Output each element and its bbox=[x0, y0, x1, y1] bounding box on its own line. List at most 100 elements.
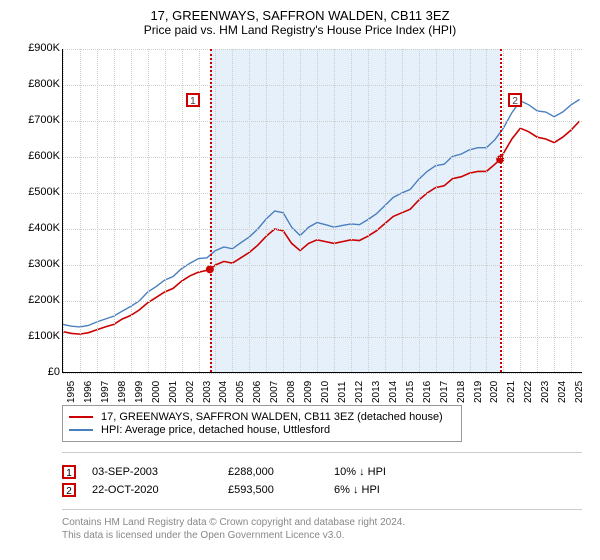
gridline-v bbox=[419, 49, 420, 372]
sale-marker-box: 1 bbox=[186, 93, 200, 107]
x-axis-label: 2016 bbox=[422, 381, 433, 403]
gridline-v bbox=[148, 49, 149, 372]
plot-svg bbox=[63, 49, 583, 373]
x-axis-label: 2019 bbox=[473, 381, 484, 403]
gridline-v bbox=[249, 49, 250, 372]
x-axis-label: 2002 bbox=[185, 381, 196, 403]
sale-date: 22-OCT-2020 bbox=[92, 484, 212, 496]
sale-delta: 10% ↓ HPI bbox=[334, 466, 434, 478]
y-axis-label: £800K bbox=[28, 78, 60, 90]
gridline-v bbox=[453, 49, 454, 372]
legend-row: HPI: Average price, detached house, Uttl… bbox=[69, 424, 455, 436]
y-axis-label: £0 bbox=[48, 366, 60, 378]
gridline-v bbox=[503, 49, 504, 372]
x-axis-label: 2010 bbox=[320, 381, 331, 403]
x-axis-label: 2005 bbox=[235, 381, 246, 403]
sale-marker-line bbox=[210, 49, 212, 372]
gridline-v bbox=[283, 49, 284, 372]
legend-swatch bbox=[69, 416, 93, 418]
gridline-v bbox=[232, 49, 233, 372]
x-axis-label: 2017 bbox=[439, 381, 450, 403]
gridline-v bbox=[571, 49, 572, 372]
y-axis-label: £400K bbox=[28, 222, 60, 234]
y-axis-label: £300K bbox=[28, 258, 60, 270]
gridline-v bbox=[436, 49, 437, 372]
sale-price: £288,000 bbox=[228, 466, 318, 478]
x-axis-label: 1998 bbox=[117, 381, 128, 403]
legend-swatch bbox=[69, 429, 93, 431]
chart-subtitle: Price paid vs. HM Land Registry's House … bbox=[10, 23, 590, 37]
gridline-v bbox=[215, 49, 216, 372]
y-axis-label: £200K bbox=[28, 294, 60, 306]
gridline-h bbox=[63, 373, 582, 374]
x-axis-label: 2013 bbox=[371, 381, 382, 403]
gridline-v bbox=[165, 49, 166, 372]
x-axis-label: 2022 bbox=[523, 381, 534, 403]
x-axis-label: 1996 bbox=[83, 381, 94, 403]
gridline-v bbox=[80, 49, 81, 372]
footer-attribution: Contains HM Land Registry data © Crown c… bbox=[62, 516, 590, 542]
x-axis-label: 2003 bbox=[202, 381, 213, 403]
gridline-v bbox=[182, 49, 183, 372]
x-axis-label: 2014 bbox=[388, 381, 399, 403]
x-axis-label: 2004 bbox=[218, 381, 229, 403]
x-axis-label: 2024 bbox=[557, 381, 568, 403]
chart-title: 17, GREENWAYS, SAFFRON WALDEN, CB11 3EZ bbox=[10, 8, 590, 23]
gridline-v bbox=[554, 49, 555, 372]
legend-label: 17, GREENWAYS, SAFFRON WALDEN, CB11 3EZ … bbox=[101, 411, 443, 423]
gridline-v bbox=[317, 49, 318, 372]
y-axis-label: £500K bbox=[28, 186, 60, 198]
legend-label: HPI: Average price, detached house, Uttl… bbox=[101, 424, 330, 436]
x-axis-label: 2023 bbox=[540, 381, 551, 403]
legend-row: 17, GREENWAYS, SAFFRON WALDEN, CB11 3EZ … bbox=[69, 411, 455, 423]
x-axis-label: 2008 bbox=[286, 381, 297, 403]
gridline-v bbox=[63, 49, 64, 372]
sales-table: 1 03-SEP-2003 £288,000 10% ↓ HPI 2 22-OC… bbox=[62, 452, 582, 510]
sale-marker-line bbox=[500, 49, 502, 372]
plot-area: 12 bbox=[62, 49, 582, 373]
gridline-v bbox=[470, 49, 471, 372]
gridline-v bbox=[114, 49, 115, 372]
x-axis-label: 2018 bbox=[456, 381, 467, 403]
gridline-v bbox=[402, 49, 403, 372]
table-row: 2 22-OCT-2020 £593,500 6% ↓ HPI bbox=[62, 483, 582, 497]
x-axis-label: 2021 bbox=[506, 381, 517, 403]
table-row: 1 03-SEP-2003 £288,000 10% ↓ HPI bbox=[62, 465, 582, 479]
sale-marker-box: 2 bbox=[508, 93, 522, 107]
gridline-v bbox=[486, 49, 487, 372]
footer-line: This data is licensed under the Open Gov… bbox=[62, 529, 590, 542]
chart-legend: 17, GREENWAYS, SAFFRON WALDEN, CB11 3EZ … bbox=[62, 405, 462, 442]
x-axis-label: 2020 bbox=[489, 381, 500, 403]
gridline-v bbox=[266, 49, 267, 372]
sale-price: £593,500 bbox=[228, 484, 318, 496]
x-axis-label: 2007 bbox=[269, 381, 280, 403]
sale-marker-icon: 2 bbox=[62, 483, 76, 497]
y-axis-label: £100K bbox=[28, 330, 60, 342]
footer-line: Contains HM Land Registry data © Crown c… bbox=[62, 516, 590, 529]
gridline-v bbox=[351, 49, 352, 372]
x-axis-label: 2006 bbox=[252, 381, 263, 403]
x-axis-label: 1995 bbox=[66, 381, 77, 403]
sale-delta: 6% ↓ HPI bbox=[334, 484, 434, 496]
gridline-v bbox=[334, 49, 335, 372]
x-axis-label: 1997 bbox=[100, 381, 111, 403]
x-axis-label: 2000 bbox=[151, 381, 162, 403]
x-axis-label: 2001 bbox=[168, 381, 179, 403]
x-axis-label: 2025 bbox=[574, 381, 585, 403]
x-axis-label: 1999 bbox=[134, 381, 145, 403]
gridline-v bbox=[368, 49, 369, 372]
sale-marker-icon: 1 bbox=[62, 465, 76, 479]
gridline-v bbox=[537, 49, 538, 372]
y-axis-label: £900K bbox=[28, 42, 60, 54]
x-axis-label: 2009 bbox=[303, 381, 314, 403]
gridline-v bbox=[385, 49, 386, 372]
chart-area: 12 £0£100K£200K£300K£400K£500K£600K£700K… bbox=[10, 43, 590, 403]
chart-container: 17, GREENWAYS, SAFFRON WALDEN, CB11 3EZ … bbox=[0, 0, 600, 560]
y-axis-label: £600K bbox=[28, 150, 60, 162]
x-axis-label: 2015 bbox=[405, 381, 416, 403]
gridline-v bbox=[97, 49, 98, 372]
y-axis-label: £700K bbox=[28, 114, 60, 126]
sale-date: 03-SEP-2003 bbox=[92, 466, 212, 478]
gridline-v bbox=[131, 49, 132, 372]
x-axis-label: 2011 bbox=[337, 381, 348, 403]
